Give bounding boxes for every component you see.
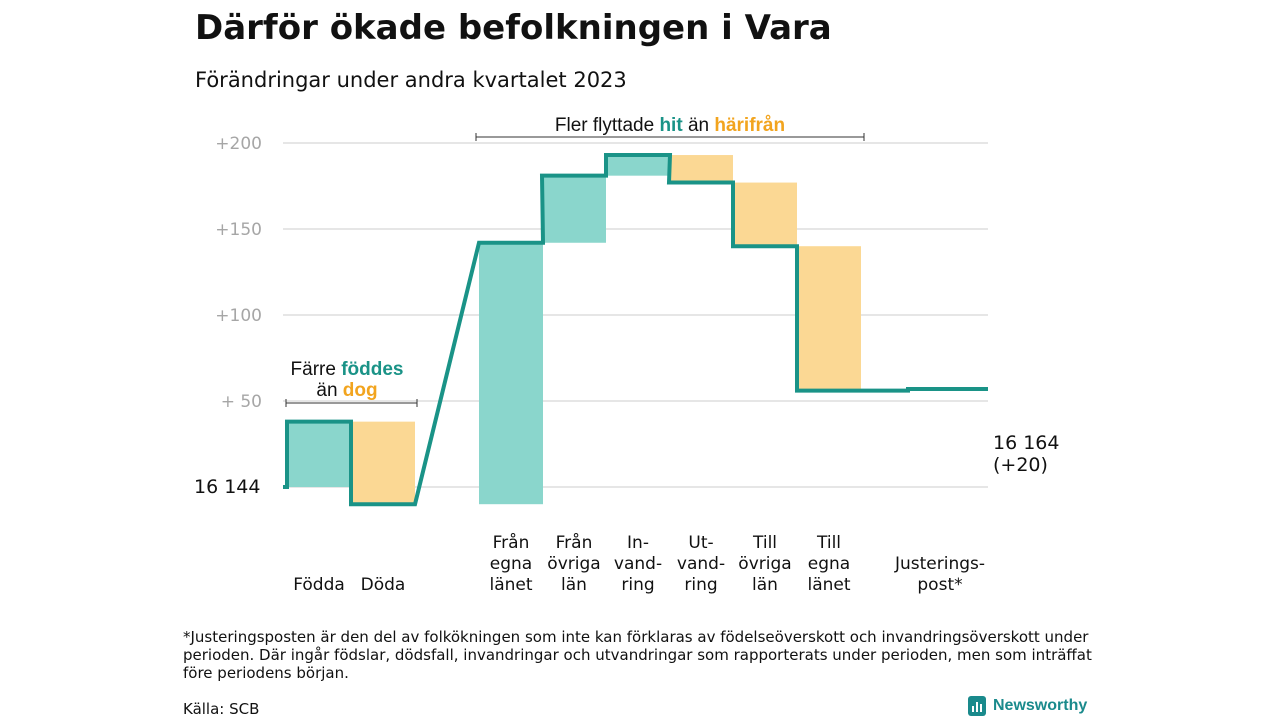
- x-category-label: övriga: [547, 554, 600, 574]
- waterfall-bar: [287, 421, 351, 487]
- migration-annotation-hit: hit: [659, 115, 683, 136]
- x-category-label: Från: [493, 532, 530, 553]
- natural-annotation-line1: Färre föddes: [291, 359, 404, 380]
- x-category-label: ring: [621, 575, 654, 595]
- bar-chart-icon: [968, 696, 986, 716]
- natural-annotation-pre2: än: [316, 380, 337, 401]
- grid-layer: + 50 +100 +150 +200: [215, 134, 988, 488]
- waterfall-bar: [669, 155, 733, 183]
- y-tick-label: +200: [215, 134, 262, 154]
- x-category-label: Justerings-: [894, 554, 985, 574]
- x-category-label: egna: [490, 554, 532, 574]
- bar-layer: [287, 155, 861, 505]
- label-layer: Födda DödaFrånegnalänetFrånövrigalänIn-va…: [293, 532, 985, 595]
- migration-bracket: [475, 133, 865, 141]
- step-line: [283, 153, 988, 507]
- x-category-label: vand-: [614, 554, 662, 574]
- x-category-label: län: [752, 575, 778, 595]
- source-label: Källa: SCB: [183, 700, 260, 718]
- natural-annotation-line2: än dog: [316, 380, 377, 401]
- y-tick-label: + 50: [221, 392, 262, 412]
- waterfall-bar: [733, 182, 797, 247]
- natural-annotation-pre: Färre: [291, 359, 336, 380]
- x-category-label: länet: [489, 575, 532, 595]
- waterfall-bar: [479, 242, 543, 505]
- x-category-label: län: [561, 575, 587, 595]
- waterfall-bar: [606, 155, 670, 176]
- chart-subtitle: Förändringar under andra kvartalet 2023: [195, 68, 627, 92]
- natural-annotation-fodde: föddes: [341, 359, 403, 380]
- migration-annotation-harifran: härifrån: [714, 115, 785, 136]
- natural-annotation-dog: dog: [343, 380, 378, 401]
- start-value-label: 16 144: [194, 476, 260, 498]
- x-category-label: post*: [917, 575, 962, 595]
- x-category-label: Från: [556, 532, 593, 553]
- x-category-label: övriga: [738, 554, 791, 574]
- x-category-label: Till: [816, 533, 841, 553]
- x-category-label: Till: [752, 533, 777, 553]
- brand-name: Newsworthy: [993, 697, 1088, 714]
- waterfall-bar: [542, 175, 606, 243]
- x-category-label: vand-: [677, 554, 725, 574]
- newsworthy-logo: Newsworthy: [968, 696, 1087, 716]
- migration-annotation: Fler flyttade hit än härifrån: [555, 115, 785, 136]
- x-category-label: Födda: [293, 575, 345, 595]
- footnote: *Justeringsposten är den del av folkökni…: [183, 628, 1092, 682]
- x-category-label: In-: [627, 533, 649, 553]
- natural-bracket: [285, 399, 418, 407]
- x-category-label: Ut-: [688, 533, 713, 553]
- migration-annotation-pre: Fler flyttade: [555, 115, 654, 136]
- y-tick-label: +150: [215, 220, 262, 240]
- x-category-label: ring: [684, 575, 717, 595]
- waterfall-bar: [797, 246, 861, 391]
- x-category-label: länet: [807, 575, 850, 595]
- end-change-label: (+20): [993, 454, 1048, 476]
- waterfall-bar: [351, 421, 415, 505]
- y-tick-label: +100: [215, 306, 262, 326]
- chart-title: Därför ökade befolkningen i Vara: [195, 8, 832, 48]
- x-category-label: egna: [808, 554, 850, 574]
- x-category-label: Döda: [361, 575, 406, 595]
- end-value-label: 16 164: [993, 432, 1059, 454]
- migration-annotation-mid: än: [688, 115, 709, 136]
